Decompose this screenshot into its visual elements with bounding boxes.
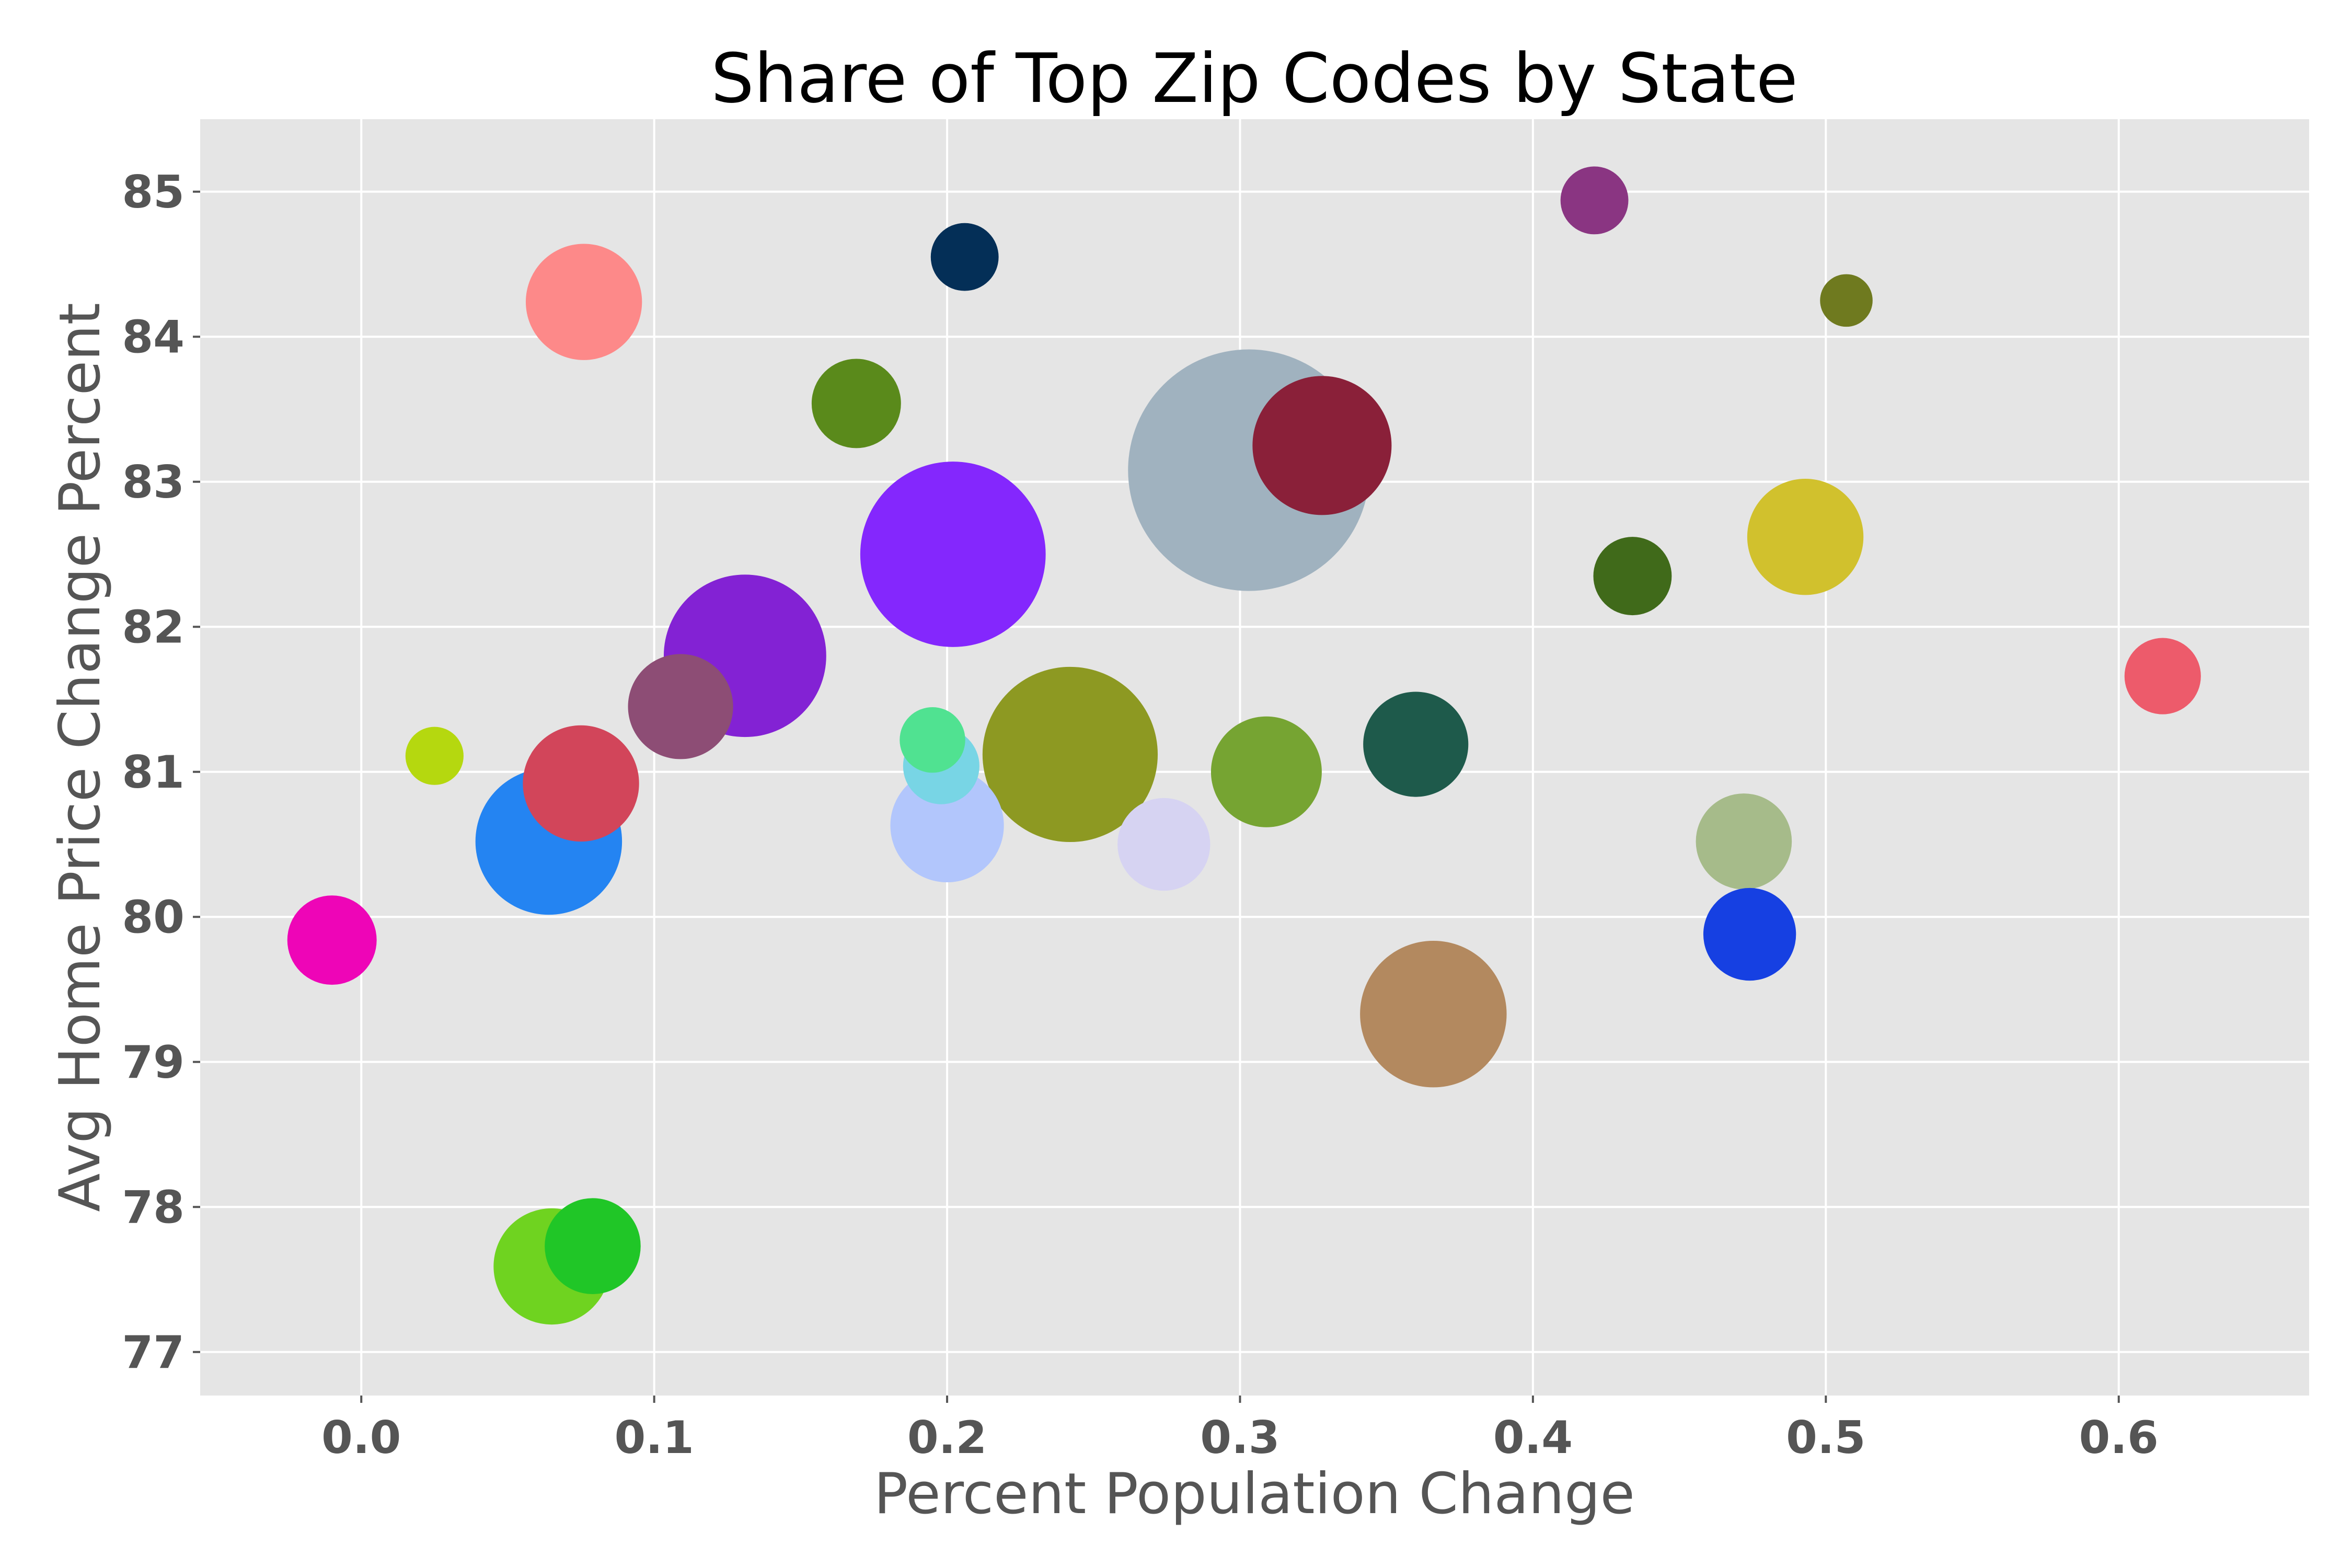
data-point-5 xyxy=(1252,376,1392,515)
x-tick-label: 0.4 xyxy=(1493,1412,1573,1464)
data-point-16 xyxy=(628,654,733,759)
y-tick-label: 84 xyxy=(122,311,185,363)
x-tick-label: 0.1 xyxy=(614,1412,694,1464)
data-point-20 xyxy=(1703,887,1796,981)
y-tick-label: 79 xyxy=(122,1036,185,1089)
data-point-23 xyxy=(2124,638,2201,714)
data-point-28 xyxy=(405,727,464,785)
data-point-26 xyxy=(1560,166,1629,235)
x-axis-label: Percent Population Change xyxy=(874,1461,1635,1527)
data-point-15 xyxy=(1363,691,1469,797)
x-tick-label: 0.0 xyxy=(321,1412,401,1464)
y-tick-label: 77 xyxy=(122,1327,185,1379)
x-tick-label: 0.2 xyxy=(907,1412,987,1464)
y-axis-label: Avg Home Price Change Percent xyxy=(48,303,113,1212)
data-point-6 xyxy=(1360,940,1507,1088)
y-tick-label: 82 xyxy=(122,601,185,653)
data-point-18 xyxy=(1117,798,1210,891)
data-point-8 xyxy=(523,725,639,842)
data-point-3 xyxy=(982,666,1158,843)
data-point-27 xyxy=(900,707,965,773)
y-tick-label: 78 xyxy=(122,1181,185,1233)
data-point-22 xyxy=(1593,537,1672,616)
scatter-points xyxy=(287,166,2201,1325)
y-tick-label: 81 xyxy=(122,746,185,799)
axis-ticks: 0.0 0.1 0.2 0.3 0.4 0.5 0.6 77 78 79 80 81 82 83 84 85 xyxy=(122,166,2159,1464)
y-tick-label: 83 xyxy=(122,456,185,509)
data-point-17 xyxy=(1696,793,1792,890)
data-point-12 xyxy=(1747,479,1864,595)
data-point-14 xyxy=(1210,716,1322,827)
data-point-11 xyxy=(545,1198,641,1294)
y-tick-label: 85 xyxy=(122,166,185,218)
data-point-29 xyxy=(1820,274,1873,327)
chart-title: Share of Top Zip Codes by State xyxy=(711,39,1798,118)
data-point-2 xyxy=(860,462,1046,647)
data-point-19 xyxy=(811,359,901,448)
y-tick-label: 80 xyxy=(122,891,185,943)
data-point-13 xyxy=(890,768,1004,883)
data-point-21 xyxy=(287,895,377,985)
data-point-9 xyxy=(525,244,642,360)
x-tick-label: 0.6 xyxy=(2079,1412,2159,1464)
data-point-25 xyxy=(930,223,999,291)
x-tick-label: 0.3 xyxy=(1200,1412,1279,1464)
x-tick-label: 0.5 xyxy=(1786,1412,1865,1464)
